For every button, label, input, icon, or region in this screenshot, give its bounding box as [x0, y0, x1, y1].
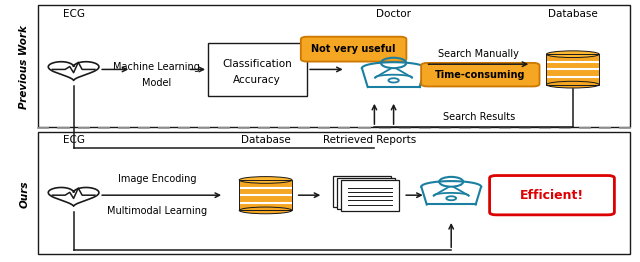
Text: Database: Database — [548, 9, 598, 19]
FancyBboxPatch shape — [421, 63, 540, 86]
Text: Time-consuming: Time-consuming — [435, 70, 525, 80]
Text: Previous Work: Previous Work — [19, 25, 29, 109]
Bar — [38, 5, 630, 127]
Bar — [333, 176, 391, 208]
Ellipse shape — [239, 177, 292, 183]
Text: Search Manually: Search Manually — [438, 49, 519, 59]
Text: Doctor: Doctor — [376, 9, 411, 19]
Bar — [337, 178, 395, 209]
Text: ECG: ECG — [63, 135, 84, 145]
FancyBboxPatch shape — [490, 176, 614, 215]
Text: Machine Learning: Machine Learning — [113, 62, 200, 72]
Text: Retrieved Reports: Retrieved Reports — [323, 135, 417, 145]
Bar — [547, 54, 599, 85]
Text: Model: Model — [142, 78, 172, 88]
Bar — [239, 180, 292, 210]
Bar — [208, 43, 307, 96]
Text: Efficient!: Efficient! — [520, 189, 584, 202]
Bar — [38, 132, 630, 254]
Text: ECG: ECG — [63, 9, 84, 19]
Bar — [239, 180, 292, 210]
Text: Image Encoding: Image Encoding — [118, 174, 196, 184]
Bar — [547, 54, 599, 85]
Ellipse shape — [547, 81, 599, 88]
Text: Classification: Classification — [223, 59, 292, 69]
Ellipse shape — [239, 207, 292, 214]
Text: Search Results: Search Results — [443, 112, 515, 122]
Ellipse shape — [547, 51, 599, 58]
Bar — [340, 180, 399, 211]
FancyBboxPatch shape — [301, 37, 406, 62]
Text: Accuracy: Accuracy — [234, 75, 281, 85]
Text: Database: Database — [241, 135, 291, 145]
Text: Not very useful: Not very useful — [311, 44, 396, 54]
Text: Multimodal Learning: Multimodal Learning — [107, 206, 207, 216]
Text: Ours: Ours — [19, 180, 29, 208]
